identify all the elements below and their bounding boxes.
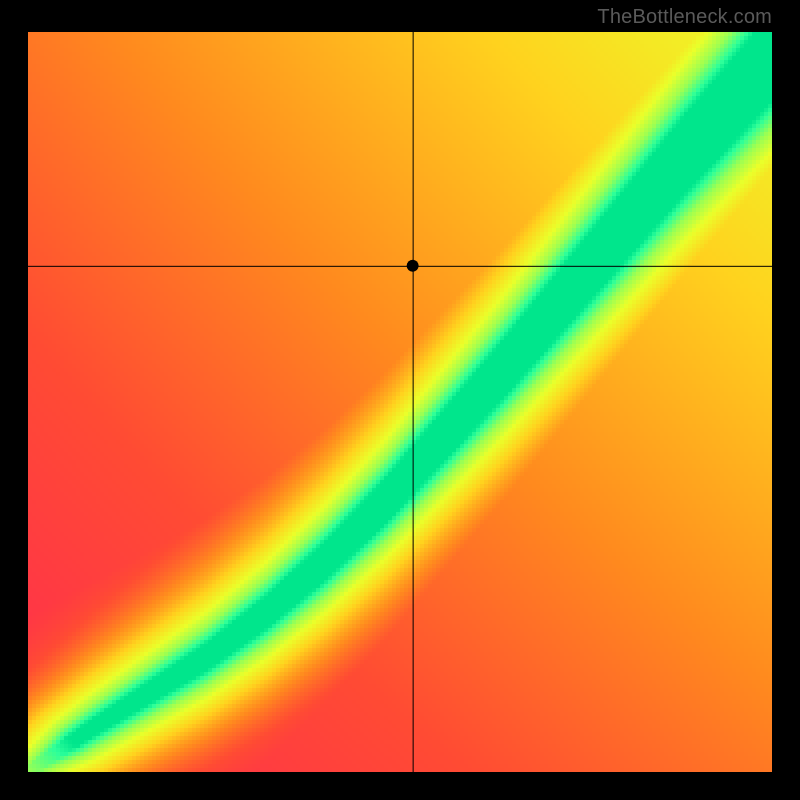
chart-root: TheBottleneck.com	[0, 0, 800, 800]
watermark-text: TheBottleneck.com	[597, 6, 772, 29]
heatmap-canvas	[28, 32, 772, 772]
heatmap-plot	[28, 32, 772, 772]
